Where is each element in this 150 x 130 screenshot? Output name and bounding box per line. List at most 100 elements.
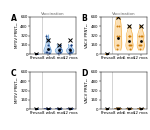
Point bbox=[128, 34, 130, 37]
Point bbox=[106, 53, 108, 55]
Point bbox=[35, 108, 38, 110]
Point bbox=[127, 108, 130, 110]
Point bbox=[128, 108, 130, 110]
Point bbox=[105, 108, 108, 110]
Point bbox=[127, 108, 130, 110]
Point bbox=[139, 108, 141, 110]
Point bbox=[105, 108, 108, 110]
Point bbox=[58, 48, 60, 51]
Point bbox=[138, 34, 141, 37]
Point bbox=[36, 53, 38, 55]
Point bbox=[117, 108, 120, 110]
Point bbox=[129, 108, 131, 110]
Point bbox=[59, 44, 61, 46]
Point bbox=[58, 44, 61, 46]
Y-axis label: MPXV PRNT₅₀: MPXV PRNT₅₀ bbox=[15, 23, 19, 48]
Point bbox=[34, 108, 37, 110]
Point bbox=[140, 44, 142, 46]
Point bbox=[117, 108, 120, 110]
Text: B: B bbox=[81, 14, 87, 23]
Point bbox=[116, 44, 119, 46]
Point bbox=[140, 108, 142, 110]
Point bbox=[118, 25, 121, 27]
Point bbox=[36, 108, 38, 110]
Point bbox=[140, 34, 143, 37]
Point bbox=[35, 53, 38, 55]
Point bbox=[106, 53, 108, 55]
Point bbox=[68, 108, 70, 110]
Point bbox=[128, 34, 130, 37]
Point bbox=[140, 34, 142, 37]
Point bbox=[139, 108, 142, 110]
Point bbox=[70, 108, 72, 110]
Text: A: A bbox=[11, 14, 16, 23]
Point bbox=[59, 108, 61, 110]
Point bbox=[47, 108, 50, 110]
Point bbox=[69, 108, 72, 110]
Point bbox=[48, 108, 50, 110]
Point bbox=[129, 108, 131, 110]
Point bbox=[45, 51, 48, 53]
Point bbox=[35, 108, 37, 110]
Point bbox=[48, 48, 50, 51]
Point bbox=[105, 108, 108, 110]
Point bbox=[128, 108, 130, 110]
Point bbox=[116, 34, 118, 37]
Point bbox=[35, 53, 38, 55]
Point bbox=[139, 108, 141, 110]
Point bbox=[139, 108, 141, 110]
Point bbox=[139, 48, 141, 51]
Text: D: D bbox=[81, 69, 87, 78]
Point bbox=[116, 108, 118, 110]
Point bbox=[45, 108, 48, 110]
Point bbox=[46, 51, 48, 53]
Point bbox=[139, 25, 141, 27]
Text: C: C bbox=[11, 69, 16, 78]
Point bbox=[105, 53, 108, 55]
Point bbox=[117, 108, 120, 110]
Point bbox=[70, 44, 72, 46]
Point bbox=[116, 25, 119, 27]
Point bbox=[57, 108, 59, 110]
Point bbox=[129, 44, 132, 46]
Point bbox=[58, 108, 61, 110]
Point bbox=[48, 108, 50, 110]
Point bbox=[35, 108, 38, 110]
Point bbox=[35, 53, 38, 55]
Y-axis label: VACV PRNT₅₀: VACV PRNT₅₀ bbox=[85, 23, 89, 48]
Point bbox=[106, 108, 108, 110]
Point bbox=[35, 53, 38, 55]
Point bbox=[69, 48, 71, 51]
Point bbox=[117, 44, 120, 46]
Point bbox=[59, 108, 61, 110]
Point bbox=[70, 44, 73, 46]
Title: Vaccination: Vaccination bbox=[112, 12, 136, 16]
Point bbox=[48, 108, 50, 110]
Point bbox=[69, 51, 72, 53]
Y-axis label: VACV PRNT₉₀: VACV PRNT₉₀ bbox=[85, 78, 89, 103]
Point bbox=[56, 52, 59, 54]
Point bbox=[129, 48, 132, 51]
Point bbox=[106, 108, 108, 110]
Point bbox=[47, 108, 50, 110]
Point bbox=[106, 108, 108, 110]
Point bbox=[138, 44, 141, 46]
Point bbox=[105, 108, 108, 110]
Point bbox=[116, 48, 118, 51]
Point bbox=[69, 108, 72, 110]
Point bbox=[45, 34, 48, 37]
Point bbox=[69, 108, 72, 110]
Point bbox=[129, 108, 131, 110]
Point bbox=[105, 108, 108, 110]
Point bbox=[46, 108, 49, 110]
Point bbox=[57, 108, 59, 110]
Point bbox=[69, 108, 71, 110]
Point bbox=[35, 108, 37, 110]
Point bbox=[139, 44, 142, 46]
Point bbox=[58, 108, 60, 110]
Point bbox=[105, 53, 108, 55]
Point bbox=[118, 108, 120, 110]
Point bbox=[36, 108, 38, 110]
Point bbox=[140, 108, 142, 110]
Point bbox=[129, 44, 132, 46]
